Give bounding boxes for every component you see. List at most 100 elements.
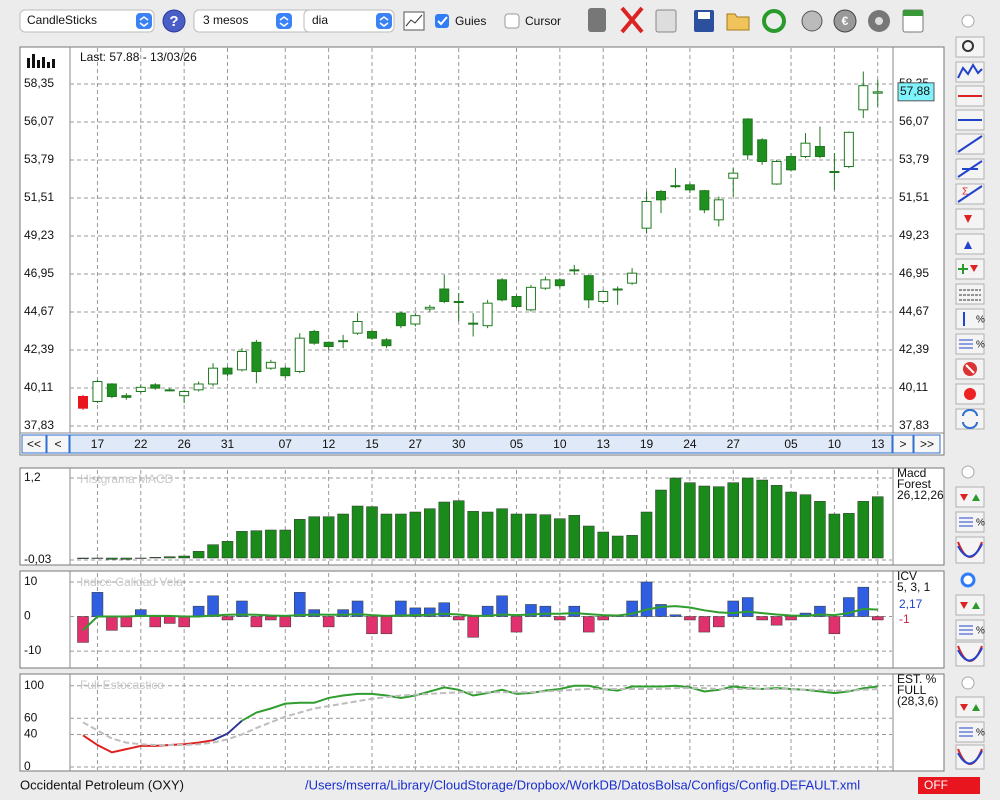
radio[interactable] <box>961 14 975 28</box>
nav-next[interactable] <box>892 434 914 454</box>
panel-dividers <box>20 47 944 771</box>
candle-body <box>786 156 797 171</box>
bar <box>626 535 638 559</box>
y-tick-label: 60 <box>24 710 38 724</box>
nav-next-label: > <box>899 437 906 451</box>
bar <box>207 595 219 617</box>
bar <box>308 516 320 559</box>
bar <box>756 479 768 559</box>
nav-first-label: << <box>27 437 41 451</box>
candle-body <box>858 85 869 111</box>
candle-body <box>410 315 421 325</box>
legend-line: FULL <box>897 683 927 697</box>
cursor-label: Cursor <box>525 14 561 28</box>
bar <box>785 491 797 559</box>
stoch-k-line <box>82 734 214 754</box>
panel-tools[interactable]: % % % <box>955 465 985 770</box>
x-tick-label: 27 <box>409 437 423 451</box>
bar <box>207 544 219 559</box>
panel-title: Indice Calidad Vela <box>80 575 183 589</box>
y-tick-label: 46,95 <box>24 266 54 280</box>
price-panel <box>19 46 945 456</box>
style-select[interactable]: CandleSticks <box>19 9 155 33</box>
bar <box>467 511 479 559</box>
x-tick-label: 31 <box>221 437 235 451</box>
x-tick-label: 07 <box>279 437 293 451</box>
candle-body <box>482 302 493 327</box>
candle-body <box>294 337 305 372</box>
guides-checkbox[interactable]: Guies <box>435 14 486 28</box>
nav-first[interactable] <box>21 434 47 454</box>
bar <box>640 511 653 559</box>
interval-select[interactable]: dia <box>303 9 395 33</box>
toolbar-icons[interactable]: € <box>588 6 924 34</box>
bar <box>77 557 89 559</box>
bar <box>163 556 176 559</box>
bar <box>510 513 523 559</box>
bar <box>91 592 104 617</box>
candle-body <box>525 286 536 311</box>
bar <box>366 506 378 559</box>
period-select[interactable]: 3 mesos <box>193 9 321 33</box>
candle-body <box>164 389 175 392</box>
bar <box>192 605 205 617</box>
candle-body <box>800 142 811 158</box>
nav-last-label: >> <box>920 437 934 451</box>
candle-body <box>121 395 132 398</box>
x-tick-label: 30 <box>452 437 466 451</box>
candle-body <box>424 306 435 310</box>
config-path[interactable]: /Users/mserra/Library/CloudStorage/Dropb… <box>305 777 860 792</box>
bar <box>785 616 797 621</box>
nav-bar: << < > >> <box>21 434 941 454</box>
bar <box>250 616 263 628</box>
nav-last[interactable] <box>913 434 941 454</box>
bar <box>828 616 841 635</box>
bar <box>149 557 161 559</box>
candle-body <box>309 331 320 344</box>
panel-title: Last: 57.88 - 13/03/26 <box>80 50 197 64</box>
bar <box>727 482 739 559</box>
bar <box>713 616 725 628</box>
bar <box>857 586 870 617</box>
stoch-d-line <box>82 687 878 747</box>
bar <box>438 501 450 559</box>
bar <box>843 597 855 617</box>
candle-body <box>251 341 262 373</box>
nav-prev[interactable] <box>46 434 70 454</box>
bar <box>395 600 407 617</box>
legend-line: Macd <box>897 466 926 480</box>
candle-body <box>381 339 392 347</box>
bar <box>655 604 667 617</box>
last-price-box <box>897 82 935 102</box>
y-tick-label: 51,51 <box>24 190 54 204</box>
legend-value: -1 <box>899 612 910 626</box>
bar <box>626 600 638 617</box>
company-name: Occidental Petroleum (OXY) <box>20 777 184 792</box>
side-tools[interactable]: Σ % % <box>955 36 985 430</box>
svg-text:Σ: Σ <box>962 187 968 198</box>
svg-text:%: % <box>976 728 985 739</box>
candle-body <box>612 288 623 291</box>
bar <box>640 581 653 617</box>
bar <box>221 541 234 559</box>
period-label: 3 mesos <box>203 13 248 27</box>
cursor-checkbox[interactable]: Cursor <box>504 13 561 29</box>
x-tick-label: 15 <box>365 437 379 451</box>
bar <box>770 485 783 559</box>
chart-icon[interactable] <box>403 11 425 31</box>
bar <box>496 508 508 559</box>
y-tick-label: 56,07 <box>24 114 54 128</box>
x-tick-label: 27 <box>727 437 741 451</box>
bar <box>741 597 754 617</box>
scrollbar[interactable] <box>69 434 893 454</box>
bar <box>395 513 407 559</box>
bar <box>322 516 335 559</box>
bar <box>279 529 292 559</box>
help-button[interactable]: ? <box>162 9 186 33</box>
bar <box>452 616 465 621</box>
x-tick-label: 13 <box>871 437 885 451</box>
interval-label: dia <box>312 13 328 27</box>
bar <box>698 616 711 633</box>
